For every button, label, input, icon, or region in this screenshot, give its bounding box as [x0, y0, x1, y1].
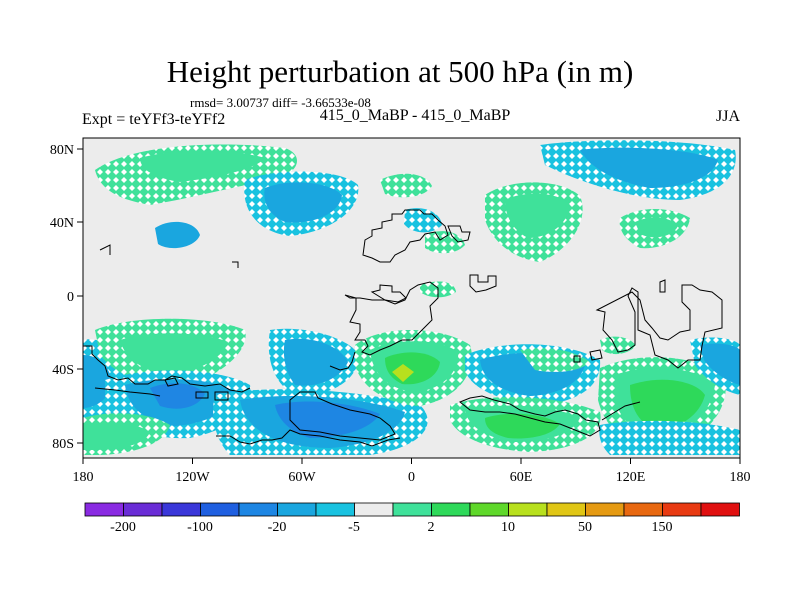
y-tick-label: 40S — [52, 363, 74, 378]
season-label: JJA — [715, 108, 740, 125]
colorbar-box — [623, 502, 663, 517]
colorbar-box — [123, 502, 163, 517]
colorbar-box — [700, 502, 740, 517]
colorbar-label: 50 — [578, 520, 592, 535]
colorbar-box — [392, 502, 432, 517]
x-tick-label: 180 — [730, 470, 751, 485]
colorbar-box — [508, 502, 548, 517]
colorbar-box — [662, 502, 702, 517]
colorbar-boxes — [84, 502, 740, 517]
y-tick-label: 40N — [50, 216, 74, 231]
colorbar-label: 2 — [428, 520, 435, 535]
rmsd-stats: rmsd= 3.00737 diff= -3.66533e-08 — [190, 95, 371, 110]
plot-subtitle: 415_0_MaBP - 415_0_MaBP — [319, 107, 511, 124]
colorbar-box — [546, 502, 586, 517]
experiment-label: Expt = teYFf3-teYFf2 — [82, 111, 226, 128]
colorbar-box — [200, 502, 240, 517]
colorbar-box — [354, 502, 394, 517]
x-tick-label: 60E — [510, 470, 533, 485]
colorbar-box — [161, 502, 201, 517]
colorbar-box — [84, 502, 124, 517]
y-tick-label: 0 — [67, 290, 74, 305]
colorbar-label: -100 — [187, 520, 213, 535]
colorbar-label: -5 — [348, 520, 360, 535]
colorbar-box — [585, 502, 625, 517]
colorbar-label: -20 — [268, 520, 287, 535]
colorbar-box — [277, 502, 317, 517]
colorbar-label: -200 — [110, 520, 136, 535]
colorbar-box — [315, 502, 355, 517]
colorbar-label: 150 — [652, 520, 673, 535]
colorbar-box — [431, 502, 471, 517]
x-tick-label: 120W — [175, 470, 210, 485]
x-tick-label: 0 — [408, 470, 415, 485]
colorbar-box — [238, 502, 278, 517]
colorbar-box — [469, 502, 509, 517]
x-tick-label: 180 — [73, 470, 94, 485]
y-tick-label: 80N — [50, 143, 74, 158]
plot-title: Height perturbation at 500 hPa (in m) — [166, 54, 634, 89]
colorbar-label: 10 — [501, 520, 515, 535]
x-tick-label: 60W — [288, 470, 316, 485]
x-tick-label: 120E — [616, 470, 646, 485]
y-tick-label: 80S — [52, 437, 74, 452]
coastlines — [83, 209, 723, 447]
tick-marks — [77, 148, 741, 464]
